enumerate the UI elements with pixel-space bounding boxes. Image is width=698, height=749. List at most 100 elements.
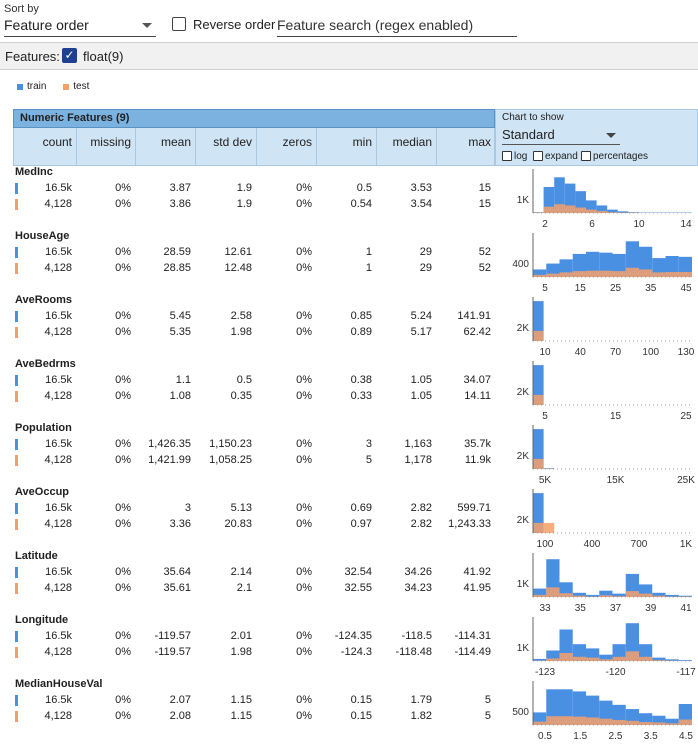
train-bar: [533, 429, 544, 469]
expand-option[interactable]: expand: [533, 151, 578, 162]
cell-count: 4,128: [44, 198, 72, 210]
x-tick-label: 25K: [677, 475, 695, 486]
cell-missing: 0%: [115, 246, 131, 258]
x-tick-label: 10: [539, 347, 551, 358]
cell-mean: 5.45: [169, 310, 191, 322]
train-bar: [533, 269, 547, 277]
cell-count: 16.5k: [45, 502, 72, 514]
train-bar: [652, 657, 666, 661]
histogram[interactable]: 2K 10 40 70 100 130: [495, 294, 698, 358]
percentages-checkbox[interactable]: [581, 151, 591, 162]
x-tick-label: 100: [537, 539, 554, 550]
histogram[interactable]: 2K 5 15 25: [495, 358, 698, 422]
cell-min: 0.85: [350, 310, 372, 322]
column-header-zeros[interactable]: zeros: [257, 128, 317, 165]
train-marker: [15, 247, 18, 258]
cell-std-dev: 1.9: [236, 182, 252, 194]
x-tick-label: 25: [610, 283, 622, 294]
x-tick-label: 0.5: [538, 731, 552, 742]
train-marker: [15, 183, 18, 194]
cell-std-dev: 1.98: [230, 646, 252, 658]
train-bar: [575, 191, 586, 213]
cell-count: 4,128: [44, 326, 72, 338]
column-header-std-dev[interactable]: std dev: [196, 128, 257, 165]
cell-count: 4,128: [44, 646, 72, 658]
cell-missing: 0%: [115, 374, 131, 386]
test-bar: [639, 656, 653, 661]
test-bar: [572, 271, 586, 277]
train-bar: [596, 205, 608, 213]
float-features-label: float(9): [83, 49, 124, 64]
column-header-median[interactable]: median: [377, 128, 437, 165]
cell-min: 0.97: [350, 518, 372, 530]
train-bar: [599, 654, 613, 661]
x-tick-label: 35: [575, 603, 587, 614]
cell-mean: 1,421.99: [148, 454, 191, 466]
test-bar: [612, 656, 626, 661]
test-bar: [546, 273, 560, 277]
cell-median: 2.82: [410, 518, 432, 530]
cell-median: 1.79: [410, 694, 432, 706]
log-checkbox[interactable]: [502, 151, 512, 162]
cell-missing: 0%: [115, 502, 131, 514]
histogram[interactable]: 1K 2 6 10 14: [495, 166, 698, 230]
reverse-order-label: Reverse order: [193, 17, 276, 32]
cell-max: 15: [478, 198, 491, 210]
cell-std-dev: 12.48: [224, 262, 252, 274]
train-bar: [546, 689, 560, 725]
histogram[interactable]: 1K -123 -120 -117: [495, 614, 698, 678]
column-header-count[interactable]: count: [14, 128, 77, 165]
train-bar: [652, 715, 666, 725]
reverse-order-checkbox[interactable]: [172, 17, 186, 31]
cell-mean: 2.08: [169, 710, 191, 722]
column-header-missing[interactable]: missing: [77, 128, 136, 165]
column-header-mean[interactable]: mean: [136, 128, 196, 165]
float-features-checkbox[interactable]: ✓: [62, 48, 77, 63]
train-bar: [559, 689, 573, 725]
train-marker: [15, 439, 18, 450]
percentages-option[interactable]: percentages: [581, 151, 648, 162]
test-bar: [543, 522, 555, 533]
cell-min: 3: [365, 438, 372, 450]
x-tick-label: 5: [542, 283, 548, 294]
x-tick-label: -123: [535, 667, 555, 678]
histogram[interactable]: 2K 100 400 700 1K: [495, 486, 698, 550]
histogram[interactable]: 1K 33 35 37 39 41: [495, 550, 698, 614]
test-marker: [15, 519, 18, 530]
test-bar: [652, 595, 666, 597]
log-option[interactable]: log: [502, 151, 527, 162]
train-stats-row: 16.5k 0% 1,426.35 1,150.23 0% 3 1,163 35.7k: [0, 437, 495, 453]
x-tick-label: 15K: [607, 475, 625, 486]
test-stats-row: 4,128 0% 3.36 20.83 0% 0.97 2.82 1,243.33: [0, 517, 495, 533]
cell-missing: 0%: [115, 694, 131, 706]
sort-order-dropdown[interactable]: Feature order: [4, 15, 156, 37]
feature-name: AveOccup: [15, 486, 70, 498]
train-bar: [678, 256, 692, 277]
cell-zeros: 0%: [296, 710, 312, 722]
feature-search-input[interactable]: Feature search (regex enabled): [277, 15, 517, 37]
train-stats-row: 16.5k 0% 28.59 12.61 0% 1 29 52: [0, 245, 495, 261]
train-marker: [15, 503, 18, 514]
cell-median: 1.82: [410, 710, 432, 722]
column-header-max[interactable]: max: [437, 128, 496, 165]
train-bar: [586, 594, 600, 597]
histogram[interactable]: 500 0.5 1.5 2.5 3.5 4.5: [495, 678, 698, 742]
x-tick-label: 130: [678, 347, 695, 358]
train-marker: [15, 567, 18, 578]
histogram[interactable]: 2K 5K 15K 25K: [495, 422, 698, 486]
cell-min: 0.38: [350, 374, 372, 386]
test-bar: [625, 651, 639, 661]
histogram[interactable]: 400 5 15 25 35 45: [495, 230, 698, 294]
chart-type-dropdown[interactable]: Standard: [502, 127, 620, 145]
divider: [0, 42, 698, 43]
cell-count: 16.5k: [45, 246, 72, 258]
check-icon: ✓: [64, 48, 75, 62]
x-tick-label: -120: [605, 667, 625, 678]
column-header-min[interactable]: min: [317, 128, 377, 165]
test-marker: [15, 455, 18, 466]
expand-checkbox[interactable]: [533, 151, 543, 162]
cell-min: 0.69: [350, 502, 372, 514]
cell-min: 0.5: [356, 182, 372, 194]
train-bar: [533, 658, 547, 661]
test-bar: [546, 716, 560, 725]
